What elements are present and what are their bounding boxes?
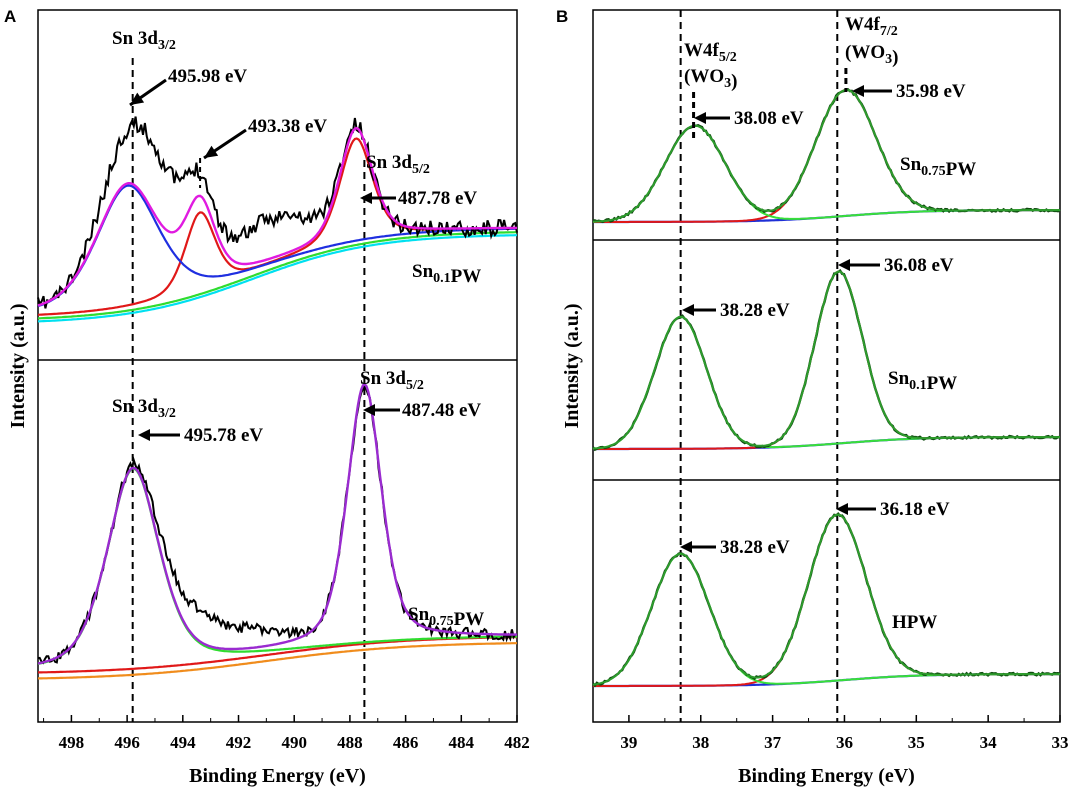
panel-b-sub0-peak-1: 38.08 eV — [734, 108, 804, 129]
panel-a-bottom-sample: Sn0.75PW — [408, 604, 484, 630]
panel-b-sub2-component-red — [593, 513, 1060, 687]
panel-a-top-peak-487-78: 487.78 eV — [398, 188, 477, 209]
panel-a-bottom-arrow-487-48-head — [363, 404, 375, 416]
panel-a-bottom-background-red — [38, 636, 517, 674]
panel-b-header-w4f72-line2: (WO3) — [845, 42, 898, 68]
panel-a-ylabel: Intensity (a.u.) — [7, 303, 29, 428]
panel-b-sub1-arrow-1-head — [682, 304, 694, 316]
panel-b-sub0-peak-2: 35.98 eV — [896, 81, 966, 102]
panel-a-bottom-background-orange — [38, 642, 517, 680]
panel-b-sub0-raw — [592, 87, 1061, 224]
panel-b-sub2-raw — [592, 512, 1061, 688]
panel-b-sub0-arrow-2-head — [852, 85, 864, 97]
panel-b-sub2-peak-2: 36.18 eV — [880, 499, 950, 520]
panel-a-top-peak-495-98: 495.98 eV — [168, 66, 247, 87]
panel-a-top-background-cyan — [37, 234, 517, 323]
panel-b-sub1-peak-1: 38.28 eV — [720, 300, 790, 321]
panel-b-xlabel: Binding Energy (eV) — [738, 765, 915, 787]
panel-b-frame — [592, 9, 1061, 723]
panel-a-top-title-3d32: Sn 3d3/2 — [112, 28, 176, 53]
panel-a-tick-label: 496 — [114, 733, 140, 752]
panel-b-sub0-envelope — [592, 88, 1060, 223]
panel-b-sub1-arrow-2-head — [838, 259, 850, 271]
panel-b-sub1-baseline — [593, 436, 1060, 451]
panel-a-xlabel: Binding Energy (eV) — [189, 765, 366, 787]
panel-b-sub0-sample: Sn0.75PW — [900, 154, 976, 180]
panel-a-tick-label: 488 — [337, 733, 363, 752]
panel-b-letter: B — [556, 7, 568, 26]
panel-b-tick-label: 34 — [980, 733, 998, 752]
panel-a-tick-label: 498 — [59, 733, 85, 752]
panel-b-header-w4f72-line1: W4f7/2 — [845, 14, 898, 39]
panel-b-sub1-peak-2: 36.08 eV — [884, 255, 954, 276]
panel-b-sub1-component-lightgreen — [592, 315, 1060, 450]
panel-b-sub2-peak-1: 38.28 eV — [720, 537, 790, 558]
panel-a-top-background-green — [37, 231, 517, 320]
panel-a-top-peak-493-38: 493.38 eV — [248, 116, 327, 137]
panel-b-sub0-baseline — [593, 209, 1060, 224]
panel-b-sub2-envelope — [592, 513, 1060, 686]
panel-a-top-title-3d52: Sn 3d5/2 — [366, 152, 430, 177]
panel-a-tick-label: 494 — [170, 733, 196, 752]
panel-b-sub0-arrow-1-head — [694, 112, 706, 124]
panel-b-tick-label: 33 — [1052, 733, 1069, 752]
panel-a-bottom-peak-495-78: 495.78 eV — [184, 425, 263, 446]
panel-a-tick-label: 490 — [281, 733, 307, 752]
panel-b-sub2-arrow-2-head — [836, 503, 848, 515]
panel-b-tick-label: 39 — [620, 733, 637, 752]
panel-a-tick-label: 486 — [393, 733, 419, 752]
panel-b-ylabel: Intensity (a.u.) — [561, 303, 583, 428]
panel-a-top-arrow-487-78-head — [360, 192, 372, 204]
panel-b-tick-label: 36 — [836, 733, 853, 752]
panel-b-sub0-component-red — [593, 88, 1060, 223]
panel-b-tick-label: 35 — [908, 733, 925, 752]
panel-b-sub0-component-lightgreen — [592, 124, 1060, 223]
panel-a-top-envelope — [37, 126, 517, 307]
panel-a-tick-label: 492 — [226, 733, 252, 752]
panel-a-bottom-arrow-495-78-head — [138, 429, 150, 441]
panel-a-bottom-envelope — [37, 382, 518, 665]
panel-a-top-raw — [37, 116, 518, 309]
panel-b-sub2-sample: HPW — [892, 612, 937, 633]
panel-b-sub1-envelope — [592, 270, 1060, 450]
panel-a-letter: A — [4, 7, 16, 26]
panel-b-tick-label: 38 — [692, 733, 709, 752]
panel-b-tick-label: 37 — [764, 733, 782, 752]
panel-a-top-arrow-495-98-head — [130, 92, 145, 105]
panel-b-sub1-sample: Sn0.1PW — [888, 368, 957, 394]
panel-a-bottom-title-3d32: Sn 3d3/2 — [112, 396, 176, 421]
panel-a-bottom-peak-487-48: 487.48 eV — [402, 400, 481, 421]
panel-a-frame — [37, 9, 518, 723]
panel-a-tick-label: 482 — [504, 733, 530, 752]
panel-a-tick-label: 484 — [449, 733, 475, 752]
panel-b-sub2-baseline — [593, 673, 1060, 688]
panel-a-bottom-title-3d52: Sn 3d5/2 — [360, 368, 424, 393]
panel-a-top-arrow-493-38-head — [204, 145, 219, 158]
panel-b-header-w4f52-line1: W4f5/2 — [684, 40, 737, 65]
panel-b-header-w4f52-line2: (WO3) — [684, 66, 737, 92]
panel-a-bottom-component-green — [37, 467, 517, 665]
panel-b-sub1-raw — [592, 269, 1061, 452]
panel-a-top-sample: Sn0.1PW — [412, 261, 481, 287]
panel-b-sub2-arrow-1-head — [680, 541, 692, 553]
